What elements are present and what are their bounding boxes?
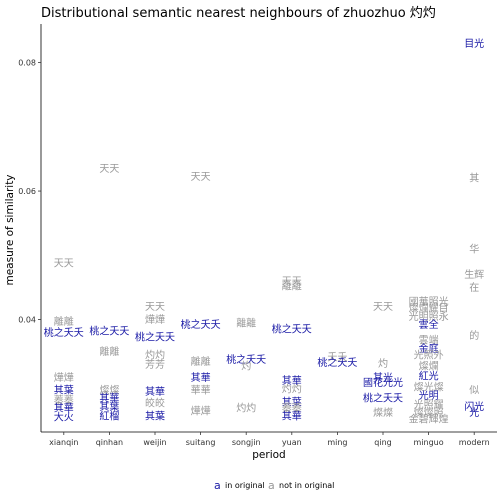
x-tick-label-songjin: songjin [232, 438, 261, 447]
legend-glyph-not-in-original: a [268, 479, 275, 492]
point-label-qinhan: 紅榴 [99, 409, 119, 422]
x-tick-label-ming: ming [327, 438, 347, 447]
point-label-modern: 目光 [464, 37, 484, 50]
point-label-minguo: 雲全 [419, 318, 439, 331]
point-label-suitang: 桃之夭夭 [181, 318, 221, 331]
point-label-modern: 的 [469, 329, 479, 342]
point-label-qinhan: 其華 [99, 392, 119, 404]
x-tick-label-modern: modern [459, 438, 490, 447]
point-label-modern: 华 [469, 242, 479, 255]
point-label-yuan: 灼灼 [282, 382, 302, 395]
point-label-xianqin: 其葉 [54, 384, 74, 397]
point-label-minguo: 光照外 [414, 348, 444, 361]
point-label-ming: 桃之夭夭 [317, 356, 357, 369]
point-label-yuan: 天天 [282, 277, 302, 288]
point-label-suitang: 天天 [191, 172, 211, 183]
data-labels: 天天離離桃之夭夭燁燁其葉蓁蓁其華大火天天桃之夭夭離離燦燦其華其葉紅榴天天燁燁桃之… [44, 37, 484, 426]
point-label-ming: 夭夭 [327, 351, 347, 363]
point-label-suitang: 離離 [191, 355, 211, 368]
point-label-xianqin: 桃之夭夭 [44, 326, 84, 339]
point-label-weijin: 其華 [145, 386, 165, 398]
point-label-qing: 燦燦 [373, 406, 393, 419]
point-label-weijin: 皎皎 [145, 397, 165, 410]
point-label-yuan: 其葉 [282, 395, 302, 408]
x-tick-label-yuan: yuan [282, 438, 302, 447]
legend-glyph-in-original: a [214, 479, 221, 492]
x-tick-label-minguo: minguo [414, 438, 444, 447]
point-label-minguo: 燦光燦 [414, 381, 444, 394]
chart-title: Distributional semantic nearest neighbou… [41, 6, 436, 21]
point-label-minguo: 國華照光 [409, 295, 449, 308]
x-tick-label-qinhan: qinhan [96, 438, 123, 447]
point-label-yuan: 離離 [282, 280, 302, 293]
point-label-minguo: 燦燦照 [414, 406, 444, 419]
x-tick-label-weijin: weijin [143, 438, 166, 447]
point-label-qinhan: 其葉 [99, 400, 119, 413]
point-label-modern: 在 [469, 282, 479, 294]
point-label-minguo: 紅光 [419, 370, 439, 383]
point-label-qing: 其光 [373, 371, 393, 384]
point-label-xianqin: 大火 [54, 411, 74, 424]
y-tick-label: 0.04 [18, 316, 36, 325]
point-label-minguo: 光照耀 [414, 398, 444, 411]
point-label-minguo: 光明照永 [409, 310, 449, 323]
point-label-modern: 其 [469, 173, 479, 185]
x-tick-label-xianqin: xianqin [49, 438, 78, 447]
point-label-xianqin: 天天 [54, 259, 74, 270]
x-ticks: xianqin qinhan weijin suitang songjin yuan min… [49, 432, 490, 447]
point-label-qing: 國花光光 [363, 376, 403, 389]
legend-label-in-original: in original [225, 481, 265, 490]
y-tick-label: 0.06 [18, 187, 36, 196]
point-label-yuan: 其華 [282, 410, 302, 422]
point-label-songjin: 灼灼 [236, 402, 256, 415]
y-tick-label: 0.08 [18, 59, 36, 68]
point-label-modern: 似 [469, 385, 479, 397]
point-label-minguo: 雲端 [419, 334, 439, 347]
point-label-minguo: 光明 [419, 389, 439, 402]
point-label-qinhan: 離離 [99, 345, 119, 358]
y-ticks: 0.04 0.06 0.08 [18, 59, 41, 325]
point-label-modern: 生辉 [464, 268, 484, 281]
point-label-qinhan: 燦燦 [99, 384, 119, 397]
point-label-qing: 天天 [373, 302, 393, 313]
point-label-modern: 闪光 [464, 400, 484, 413]
legend-label-not-in-original: not in original [279, 481, 334, 490]
point-label-xianqin: 燁燁 [54, 372, 74, 384]
point-label-yuan: 蓁蓁 [282, 403, 302, 415]
x-tick-label-qing: qing [374, 438, 391, 447]
point-label-songjin: 離離 [236, 316, 256, 329]
point-label-suitang: 華華 [191, 385, 211, 397]
point-label-qing: 桃之夭夭 [363, 391, 403, 404]
point-label-qinhan: 桃之夭夭 [89, 325, 129, 338]
point-label-weijin: 燁燁 [145, 314, 165, 326]
point-label-songjin: 灼 [241, 359, 251, 372]
point-label-weijin: 桃之夭夭 [135, 330, 175, 343]
point-label-minguo: 燦爛耀目 [409, 301, 449, 314]
x-axis-title: period [252, 449, 285, 461]
point-label-suitang: 其華 [191, 372, 211, 384]
point-label-weijin: 芳芳 [145, 358, 165, 371]
y-axis-title: measure of similarity [4, 174, 16, 285]
point-label-qinhan: 天天 [99, 164, 119, 175]
point-label-yuan: 其華 [282, 375, 302, 387]
point-label-minguo: 金庭 [419, 342, 439, 355]
plot-area: 0.04 0.06 0.08 xianqin qinhan weijin suitang s… [18, 24, 497, 447]
point-label-xianqin: 蓁蓁 [54, 394, 74, 406]
point-label-weijin: 其葉 [145, 409, 165, 422]
point-label-qing: 灼 [378, 357, 388, 370]
point-label-weijin: 天天 [145, 302, 165, 313]
point-label-xianqin: 其華 [54, 403, 74, 415]
legend: a in original a not in original [214, 479, 334, 492]
x-tick-label-suitang: suitang [186, 438, 216, 447]
point-label-minguo: 燦爛 [419, 359, 439, 372]
point-label-xianqin: 離離 [54, 315, 74, 328]
point-label-modern: 光 [469, 406, 479, 419]
point-label-yuan: 桃之夭夭 [272, 323, 312, 336]
point-label-suitang: 燁燁 [191, 405, 211, 417]
point-label-minguo: 金碧輝煌 [409, 413, 449, 426]
point-label-songjin: 桃之夭夭 [226, 353, 266, 366]
point-label-weijin: 灼灼 [145, 348, 165, 361]
